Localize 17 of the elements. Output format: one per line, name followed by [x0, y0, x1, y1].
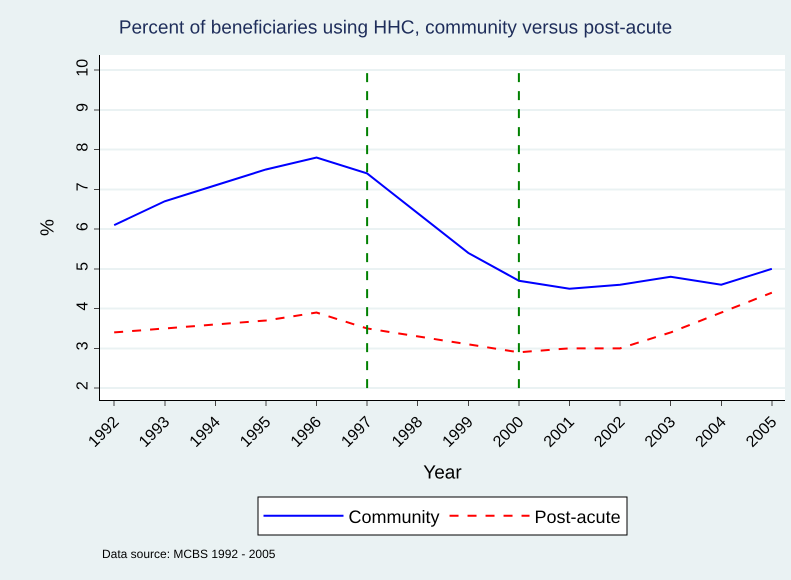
x-axis-title: Year	[423, 462, 462, 484]
legend-label: Post-acute	[534, 506, 621, 527]
y-tick-label: 10	[74, 58, 92, 77]
y-tick-label: 4	[74, 302, 92, 311]
chart-title: Percent of beneficiaries using HHC, community versus post-acute	[118, 18, 672, 39]
y-tick-label: 2	[74, 381, 92, 390]
y-tick-label: 6	[74, 222, 92, 232]
line-series	[113, 292, 773, 354]
y-tick-label: 9	[74, 102, 92, 112]
source-note: Data source: MCBS 1992 - 2005	[102, 547, 276, 561]
y-tick-label: 7	[74, 182, 92, 192]
line-series	[113, 156, 773, 290]
legend-label: Community	[348, 506, 440, 527]
y-tick-label: 8	[74, 142, 92, 152]
y-tick-label: 5	[74, 262, 92, 271]
y-axis-title: %	[37, 218, 58, 236]
y-tick-label: 3	[74, 341, 92, 350]
